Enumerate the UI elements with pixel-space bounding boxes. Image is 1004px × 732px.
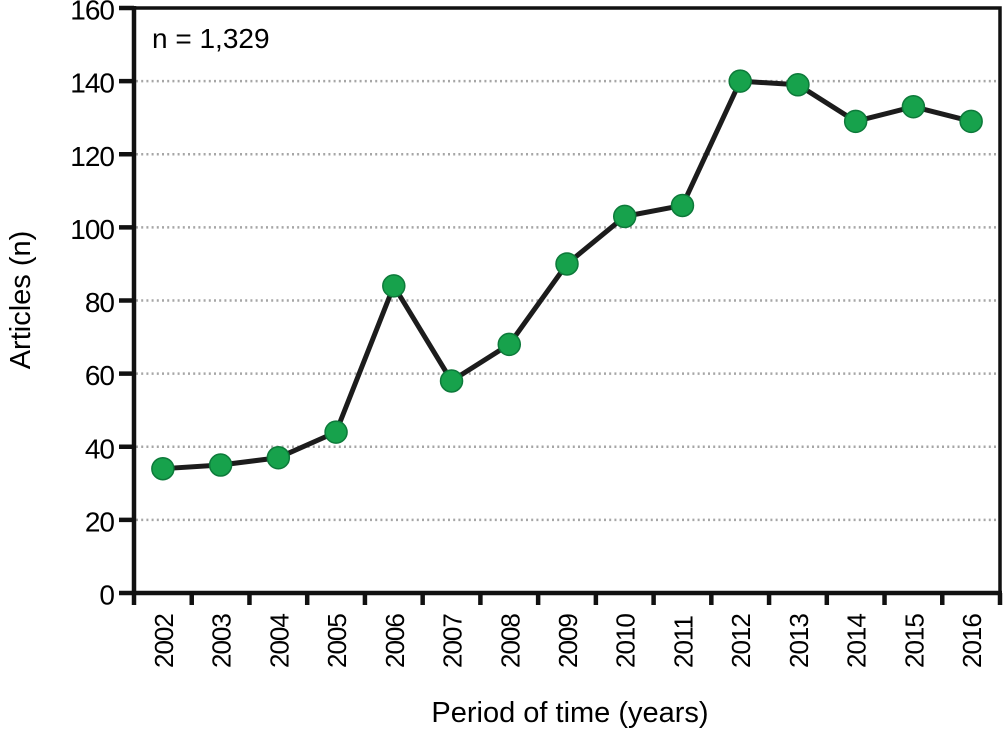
- data-point-2006: [382, 274, 406, 298]
- y-tick-label: 80: [85, 287, 115, 318]
- y-tick-label: 140: [70, 68, 114, 99]
- x-tick-label: 2013: [784, 614, 814, 668]
- data-point-2002: [151, 456, 175, 481]
- data-point-2008: [497, 332, 522, 357]
- data-point-2007: [439, 369, 464, 393]
- data-point-2010: [612, 204, 637, 229]
- x-tick-label: 2016: [957, 614, 987, 668]
- x-tick-label: 2015: [899, 614, 929, 668]
- x-tick-label: 2011: [668, 616, 698, 668]
- data-point-2012: [728, 69, 752, 93]
- x-axis-ticks: [131, 593, 1003, 605]
- data-point-2014: [843, 109, 868, 134]
- data-point-2004: [266, 445, 291, 470]
- y-axis-ticks: [119, 5, 134, 596]
- data-point-markers: [151, 69, 983, 481]
- data-point-2015: [901, 94, 926, 119]
- data-point-2003: [208, 453, 233, 477]
- data-point-2011: [670, 193, 695, 218]
- x-tick-label: 2004: [264, 614, 294, 668]
- y-tick-label: 40: [85, 433, 115, 464]
- y-tick-label: 160: [70, 0, 114, 26]
- y-tick-label: 20: [85, 506, 115, 537]
- x-tick-label: 2009: [553, 614, 583, 668]
- x-tick-label: 2008: [495, 614, 525, 668]
- sample-size-annotation: n = 1,329: [152, 23, 270, 54]
- x-tick-label: 2002: [149, 614, 179, 668]
- x-axis-title: Period of time (years): [431, 697, 708, 729]
- x-tick-label: 2010: [611, 614, 641, 668]
- y-tick-label: 100: [70, 214, 114, 245]
- data-point-2009: [555, 252, 579, 276]
- data-point-2013: [786, 73, 810, 97]
- y-tick-label: 60: [85, 360, 115, 391]
- gridlines: [136, 79, 998, 522]
- x-tick-label: 2005: [322, 614, 352, 668]
- x-tick-label: 2007: [438, 614, 468, 668]
- x-tick-label: 2012: [726, 614, 756, 668]
- data-point-2016: [959, 109, 983, 134]
- data-point-2005: [324, 420, 348, 444]
- y-axis-title: Articles (n): [5, 231, 37, 370]
- x-tick-label: 2006: [380, 614, 410, 668]
- x-tick-label: 2003: [207, 614, 237, 668]
- y-tick-label: 120: [70, 141, 114, 172]
- x-axis-tick-labels: 2002 2003 2004 2005 2006 2007 2008 2009 2010 2011…: [149, 614, 987, 668]
- y-axis-tick-labels: 0 20 40 60 80 100 120 140 160: [70, 0, 115, 611]
- y-tick-label: 0: [99, 580, 114, 611]
- x-tick-label: 2014: [842, 614, 872, 668]
